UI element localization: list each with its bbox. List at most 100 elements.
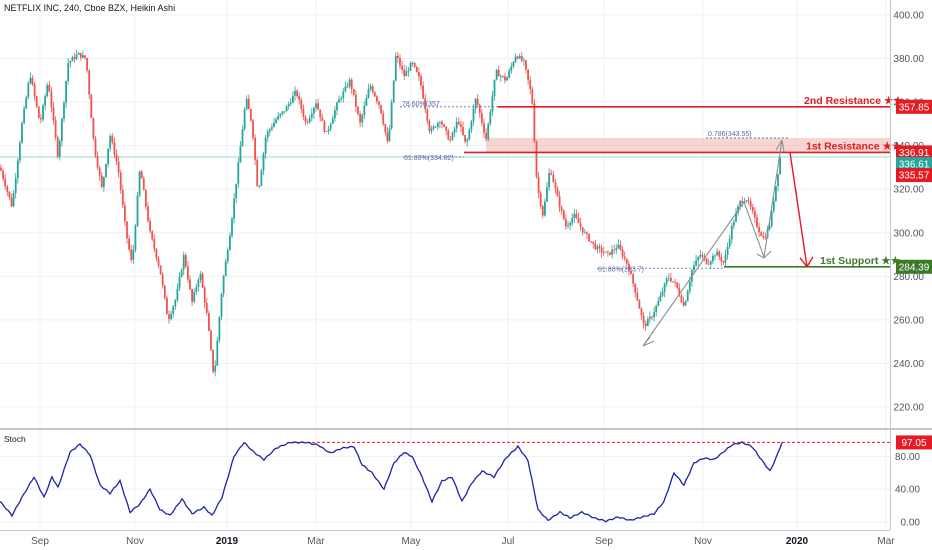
candle-body	[117, 161, 120, 173]
candle-body	[210, 330, 212, 350]
candle-body	[172, 306, 175, 314]
candle-body	[100, 175, 103, 188]
candle-body	[75, 54, 78, 59]
candle-body	[128, 238, 130, 250]
candle-body	[233, 198, 235, 219]
candle-body	[394, 55, 397, 81]
candle-body	[69, 61, 72, 63]
candle-body	[751, 206, 754, 212]
candle-body	[355, 94, 357, 107]
candle-body	[334, 110, 336, 119]
stoch-tick-label: 80.00	[895, 452, 920, 463]
candle-body	[287, 103, 290, 107]
candle-body	[749, 201, 752, 207]
candle-body	[235, 183, 238, 199]
candle-body	[493, 79, 496, 97]
candle-body	[121, 189, 124, 206]
candle-body	[331, 118, 334, 124]
candle-body	[455, 121, 458, 129]
candle-body	[226, 250, 229, 262]
candle-body	[23, 108, 25, 124]
candle-body	[8, 191, 11, 198]
candle-body	[145, 190, 147, 207]
candle-body	[382, 113, 385, 125]
candle-body	[260, 170, 263, 186]
candle-body	[153, 239, 156, 250]
candle-body	[174, 300, 177, 307]
candle-body	[714, 255, 716, 257]
candle-body	[552, 174, 555, 183]
candle-body	[195, 286, 198, 292]
candle-body	[268, 129, 271, 132]
candle-body	[308, 117, 311, 123]
candle-body	[481, 113, 483, 124]
candle-body	[229, 235, 231, 251]
candle-body	[283, 111, 286, 113]
candle-body	[105, 163, 107, 177]
candle-body	[701, 255, 704, 257]
candle-body	[485, 132, 487, 139]
candle-body	[399, 57, 401, 66]
candle-body	[739, 200, 742, 207]
candle-body	[712, 255, 714, 262]
candle-body	[258, 185, 261, 187]
candle-body	[19, 142, 21, 161]
candle-body	[35, 96, 38, 107]
open-price-tag: 335.57	[899, 171, 930, 182]
candle-body	[722, 261, 725, 263]
candle-body	[476, 98, 479, 105]
candle-body	[92, 118, 95, 139]
candle-body	[384, 124, 387, 133]
candle-body	[646, 318, 649, 327]
candle-body	[607, 251, 609, 253]
projection-arrows	[642, 139, 785, 347]
candle-body	[245, 98, 248, 110]
candle-body	[680, 295, 683, 303]
candle-body	[147, 206, 149, 221]
candle-body	[460, 124, 462, 127]
candle-body	[336, 102, 338, 111]
x-tick-label: Sep	[31, 536, 49, 547]
fib-label: 78.60%(357	[402, 101, 440, 108]
candle-body	[726, 246, 729, 256]
candle-body	[222, 276, 225, 294]
candle-body	[720, 256, 723, 262]
candle-body	[216, 340, 219, 366]
candle-body	[170, 313, 172, 319]
candle-body	[604, 251, 607, 253]
y-tick-label: 320.00	[893, 185, 924, 196]
candle-body	[703, 256, 706, 259]
x-tick-label: 2020	[786, 536, 809, 547]
candle-body	[56, 137, 59, 157]
candle-body	[697, 257, 700, 261]
candle-body	[201, 273, 204, 288]
candle-body	[193, 291, 196, 302]
x-tick-label: 2019	[216, 536, 239, 547]
candle-body	[151, 231, 154, 240]
candle-body	[531, 89, 534, 104]
current-price-tag: 336.61	[899, 159, 930, 170]
candle-body	[256, 159, 259, 187]
first-support-label: 1st Support ★★	[820, 255, 901, 267]
candle-body	[16, 160, 19, 179]
resistance-zone-box	[486, 137, 890, 153]
candle-body	[638, 300, 641, 309]
candle-body	[392, 80, 395, 103]
y-tick-label: 400.00	[893, 11, 924, 22]
candle-body	[63, 102, 65, 119]
candle-body	[491, 96, 494, 112]
candle-body	[363, 105, 366, 115]
candle-body	[157, 258, 160, 266]
stoch-line	[0, 440, 783, 523]
candle-body	[588, 234, 590, 242]
candle-body	[61, 118, 63, 142]
candle-body	[518, 56, 521, 59]
target-arrowhead	[799, 256, 814, 269]
candle-body	[180, 269, 183, 277]
candle-body	[161, 274, 164, 286]
candle-body	[77, 52, 80, 55]
candle-body	[25, 97, 28, 109]
candle-body	[768, 226, 771, 230]
candle-body	[728, 239, 731, 247]
